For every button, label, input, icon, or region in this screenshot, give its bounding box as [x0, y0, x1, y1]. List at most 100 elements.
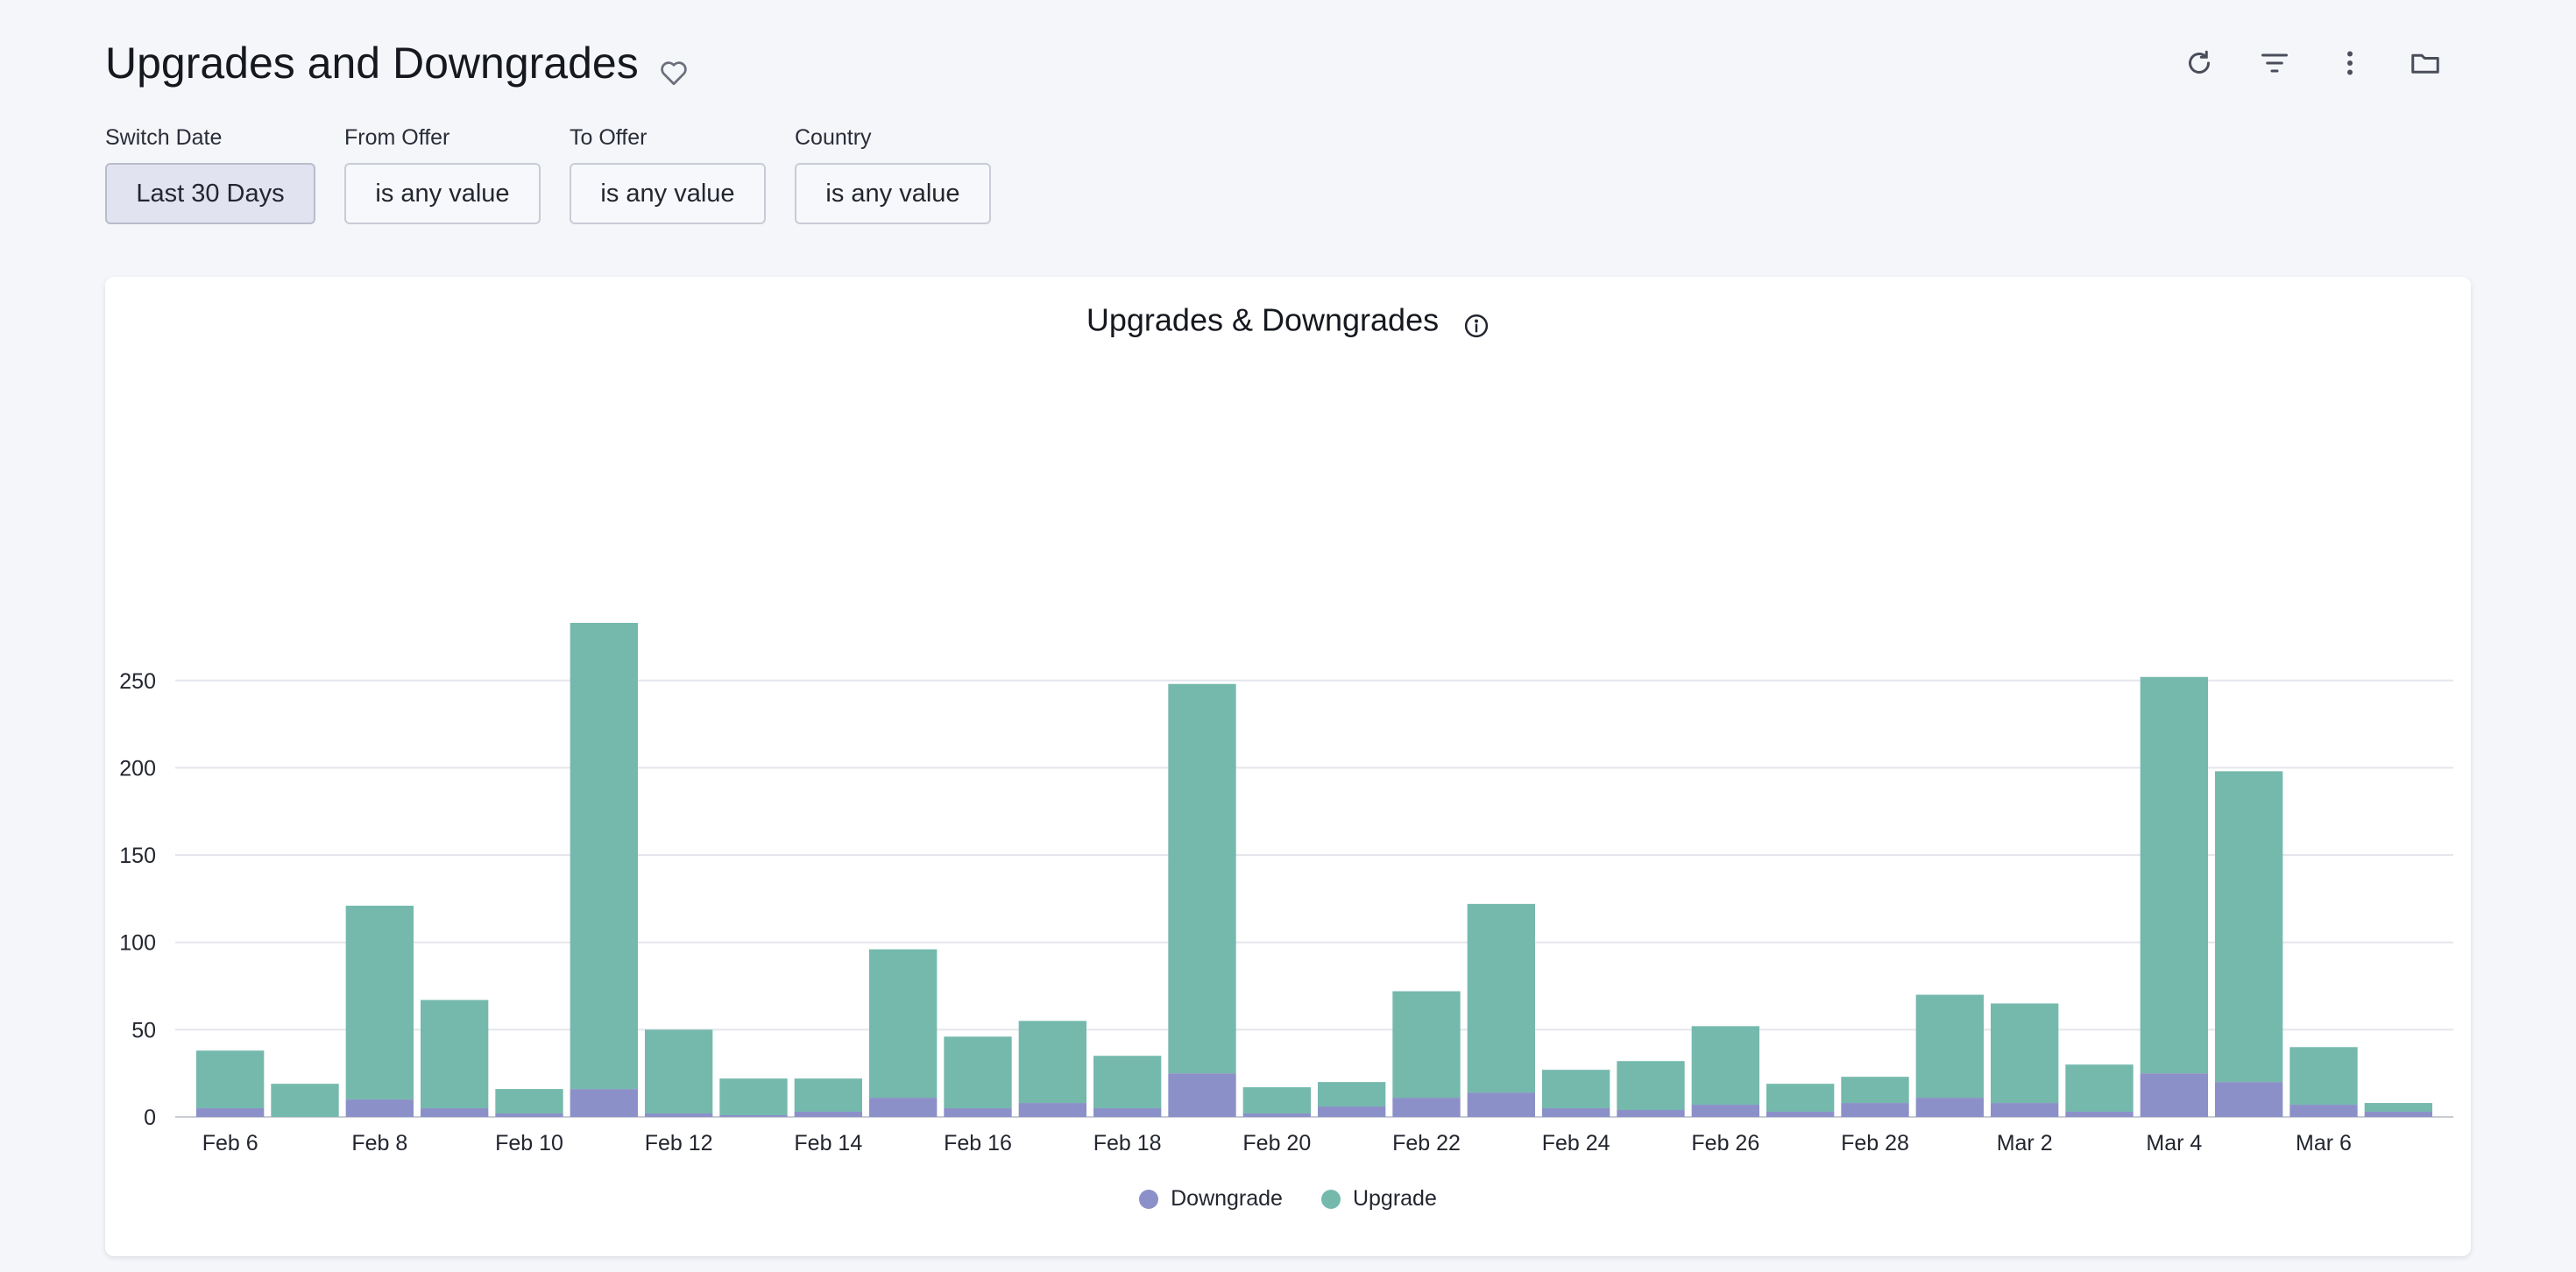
bar-downgrade[interactable]: [1915, 1098, 1984, 1117]
bar-upgrade[interactable]: [1467, 903, 1535, 1093]
bar-downgrade[interactable]: [1617, 1110, 1685, 1117]
bar-downgrade[interactable]: [2289, 1105, 2358, 1117]
bar-upgrade[interactable]: [869, 949, 938, 1099]
info-icon[interactable]: [1463, 307, 1490, 338]
x-tick-label: Feb 8: [351, 1131, 407, 1155]
bar-upgrade[interactable]: [1168, 683, 1236, 1074]
bar-downgrade[interactable]: [794, 1112, 862, 1117]
bar-upgrade[interactable]: [2065, 1064, 2134, 1113]
to-offer-button[interactable]: is any value: [570, 163, 766, 224]
bar-upgrade[interactable]: [1991, 1003, 2059, 1104]
bar-upgrade[interactable]: [421, 1000, 489, 1109]
heart-icon[interactable]: [658, 47, 690, 86]
y-tick-label: 150: [119, 844, 156, 868]
filter-label: Switch Date: [105, 125, 223, 150]
bar-upgrade[interactable]: [1392, 991, 1461, 1099]
more-vertical-icon[interactable]: [2331, 44, 2369, 82]
page-title-text: Upgrades and Downgrades: [105, 39, 639, 88]
bar-downgrade[interactable]: [570, 1089, 638, 1117]
bar-downgrade[interactable]: [196, 1108, 265, 1117]
bar-downgrade[interactable]: [869, 1098, 938, 1117]
bar-downgrade[interactable]: [1542, 1108, 1610, 1117]
bar-upgrade[interactable]: [1617, 1061, 1685, 1111]
bar-upgrade[interactable]: [1841, 1077, 1909, 1104]
bar-downgrade[interactable]: [495, 1113, 563, 1117]
bar-upgrade[interactable]: [719, 1078, 788, 1116]
bar-downgrade[interactable]: [345, 1099, 414, 1117]
bar-upgrade[interactable]: [345, 905, 414, 1100]
bar-upgrade[interactable]: [1915, 994, 1984, 1099]
x-tick-label: Feb 20: [1242, 1131, 1311, 1155]
bar-downgrade[interactable]: [1168, 1073, 1236, 1117]
chart-title: Upgrades & Downgrades: [105, 296, 2471, 342]
bar-upgrade[interactable]: [2215, 771, 2283, 1083]
filter-icon[interactable]: [2255, 44, 2294, 82]
bar-downgrade[interactable]: [2215, 1082, 2283, 1117]
filter-label: To Offer: [570, 125, 648, 150]
bar-upgrade[interactable]: [1766, 1084, 1835, 1113]
x-tick-label: Feb 24: [1542, 1131, 1610, 1155]
y-tick-label: 0: [144, 1106, 156, 1130]
bar-downgrade[interactable]: [421, 1108, 489, 1117]
bar-upgrade[interactable]: [944, 1036, 1012, 1109]
legend-label: Downgrade: [1171, 1186, 1283, 1211]
folder-icon[interactable]: [2406, 44, 2445, 82]
bar-downgrade[interactable]: [1318, 1106, 1386, 1117]
x-tick-label: Feb 18: [1093, 1131, 1162, 1155]
chart-legend: Downgrade Upgrade: [105, 1186, 2471, 1212]
bar-upgrade[interactable]: [570, 622, 638, 1090]
bar-upgrade[interactable]: [495, 1089, 563, 1114]
refresh-icon[interactable]: [2180, 44, 2219, 82]
bar-downgrade[interactable]: [1841, 1103, 1909, 1117]
bar-upgrade[interactable]: [2364, 1103, 2432, 1113]
bar-downgrade[interactable]: [2140, 1073, 2208, 1117]
legend-item-downgrade[interactable]: Downgrade: [1139, 1186, 1283, 1212]
x-tick-label: Feb 16: [944, 1131, 1012, 1155]
x-tick-label: Feb 14: [794, 1131, 862, 1155]
legend-item-upgrade[interactable]: Upgrade: [1320, 1186, 1437, 1212]
country-button[interactable]: is any value: [795, 163, 991, 224]
bar-upgrade[interactable]: [2289, 1047, 2358, 1106]
bar-upgrade[interactable]: [1018, 1021, 1086, 1104]
x-tick-label: Feb 22: [1392, 1131, 1461, 1155]
x-tick-label: Feb 10: [495, 1131, 563, 1155]
bar-downgrade[interactable]: [2364, 1112, 2432, 1117]
bar-downgrade[interactable]: [645, 1113, 713, 1117]
y-tick-label: 250: [119, 669, 156, 694]
bar-downgrade[interactable]: [1018, 1103, 1086, 1117]
bar-upgrade[interactable]: [271, 1084, 339, 1117]
bar-downgrade[interactable]: [2065, 1112, 2134, 1117]
bar-upgrade[interactable]: [1318, 1082, 1386, 1107]
bar-downgrade[interactable]: [1242, 1113, 1311, 1117]
bar-upgrade[interactable]: [1542, 1070, 1610, 1109]
filter-switch-date: Switch Date Last 30 Days: [105, 123, 315, 224]
filter-bar: Switch Date Last 30 Days From Offer is a…: [105, 123, 1020, 224]
bar-downgrade[interactable]: [1766, 1112, 1835, 1117]
filter-label: Country: [795, 125, 872, 150]
bar-upgrade[interactable]: [645, 1029, 713, 1114]
bar-downgrade[interactable]: [944, 1108, 1012, 1117]
bar-downgrade[interactable]: [1691, 1105, 1759, 1117]
bar-upgrade[interactable]: [1691, 1026, 1759, 1106]
bar-downgrade[interactable]: [1991, 1103, 2059, 1117]
bar-downgrade[interactable]: [1467, 1092, 1535, 1117]
bar-chart: 0 50 100 150 200 250 Feb 6 Feb 8 Feb 10 Feb 12 Feb…: [119, 622, 2453, 1155]
bar-downgrade[interactable]: [719, 1115, 788, 1117]
x-tick-label: Feb 6: [202, 1131, 258, 1155]
x-tick-label: Feb 12: [645, 1131, 713, 1155]
y-tick-label: 50: [131, 1018, 156, 1042]
y-tick-label: 100: [119, 931, 156, 956]
filter-country: Country is any value: [795, 123, 991, 224]
from-offer-button[interactable]: is any value: [344, 163, 541, 224]
switch-date-button[interactable]: Last 30 Days: [105, 163, 315, 224]
legend-swatch: [1320, 1189, 1341, 1209]
x-tick-label: Mar 2: [1997, 1131, 2053, 1155]
bar-upgrade[interactable]: [196, 1050, 265, 1109]
x-tick-label: Mar 4: [2146, 1131, 2202, 1155]
bar-upgrade[interactable]: [1093, 1056, 1162, 1109]
bar-downgrade[interactable]: [1392, 1098, 1461, 1117]
bar-downgrade[interactable]: [1093, 1108, 1162, 1117]
bar-upgrade[interactable]: [794, 1078, 862, 1113]
bar-upgrade[interactable]: [2140, 676, 2208, 1074]
bar-upgrade[interactable]: [1242, 1087, 1311, 1114]
